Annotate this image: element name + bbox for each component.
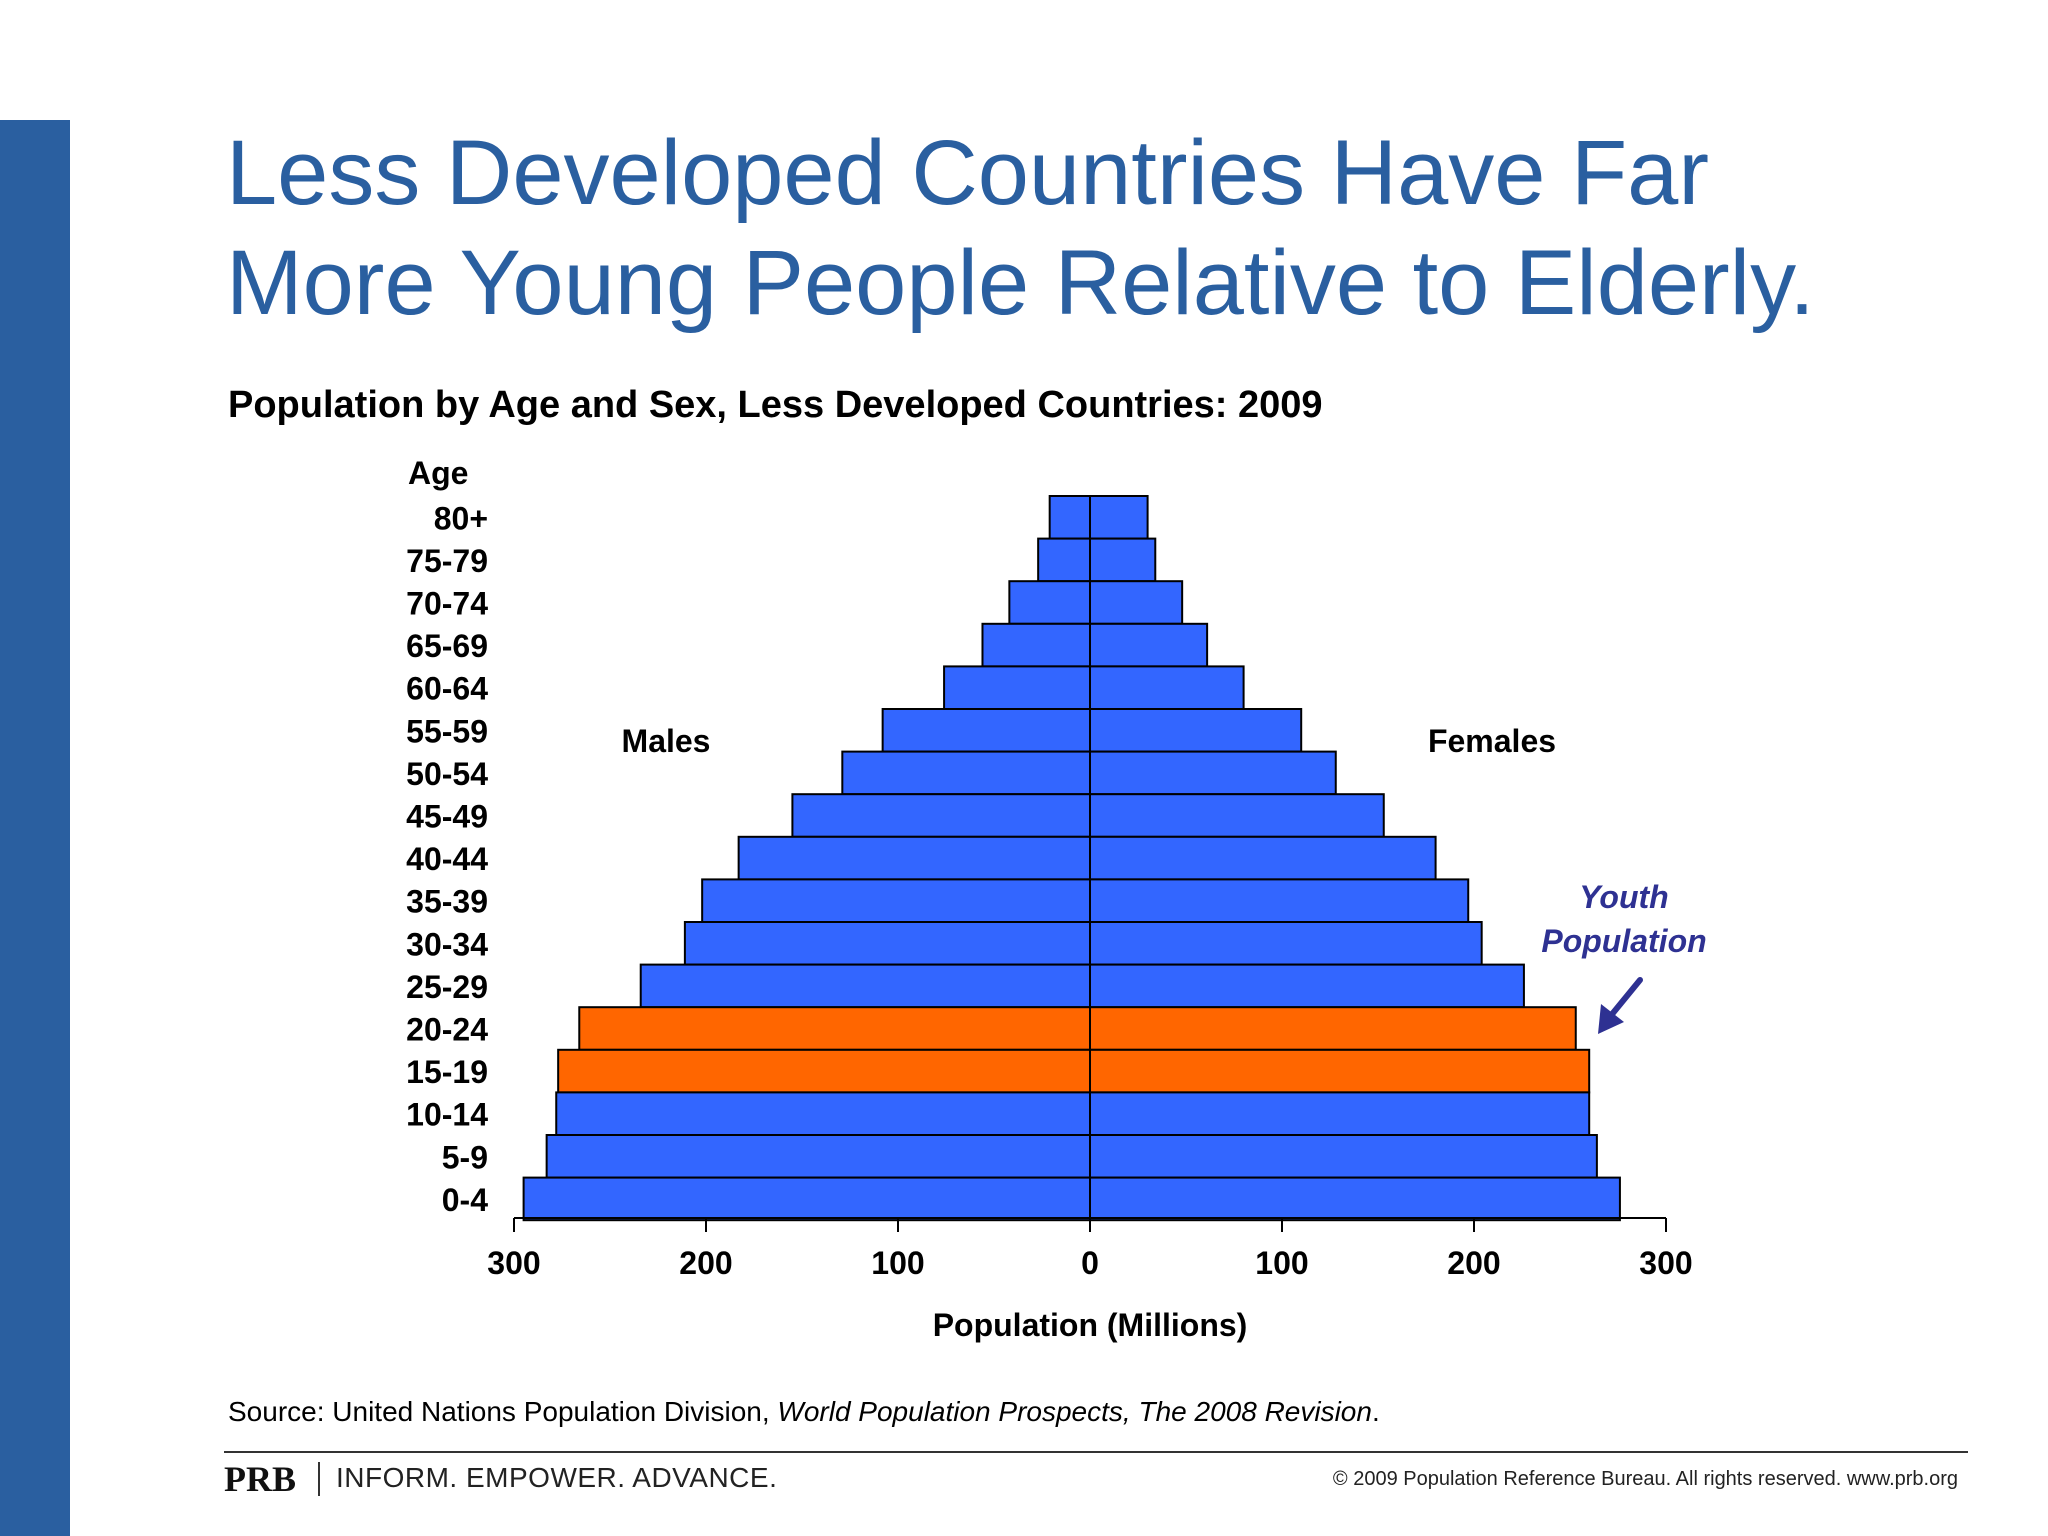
bar-male-50-54 [841,750,1091,796]
age-label-25-29: 25-29 [406,969,488,1005]
bar-male-15-19 [557,1048,1091,1094]
x-tick-label: 200 [1447,1245,1500,1281]
bar-male-60-64 [943,665,1092,711]
prb-logo: PRB [224,1459,296,1499]
source-suffix: . [1371,1396,1380,1427]
annotation-arrow-icon [1598,1004,1624,1034]
age-label-60-64: 60-64 [406,671,488,707]
side-accent-bar [0,120,70,1536]
age-label-45-49: 45-49 [406,799,488,835]
slide-title-line-1: Less Developed Countries Have Far [226,122,1709,224]
bar-male-10-14 [555,1091,1091,1137]
bar-male-30-34 [683,921,1091,966]
age-label-50-54: 50-54 [406,756,488,792]
bar-male-80-plus [1048,495,1092,540]
bar-female-10-14 [1089,1091,1591,1137]
x-tick-label: 300 [487,1245,540,1281]
bar-male-65-69 [981,622,1091,668]
age-label-75-79: 75-79 [406,543,488,579]
age-label-40-44: 40-44 [406,841,488,877]
bar-female-45-49 [1089,793,1385,838]
bar-male-40-44 [737,835,1091,881]
age-label-10-14: 10-14 [406,1097,488,1133]
x-tick-label: 100 [1255,1245,1308,1281]
x-tick-label: 300 [1639,1245,1692,1281]
age-label-5-9: 5-9 [442,1139,488,1175]
bar-female-20-24 [1089,1006,1577,1051]
source-prefix: Source: United Nations Population Divisi… [228,1396,778,1427]
bar-female-5-9 [1089,1134,1598,1179]
footer-divider [224,1451,1968,1453]
bar-male-75-79 [1037,537,1092,583]
bar-male-20-24 [578,1006,1092,1051]
age-label-20-24: 20-24 [406,1012,488,1048]
slide-title-line-2: More Young People Relative to Elderly. [226,232,1815,334]
bar-female-0-4 [1089,1176,1621,1222]
age-label-30-34: 30-34 [406,926,488,962]
bar-male-55-59 [881,708,1092,753]
bar-female-55-59 [1089,708,1303,753]
bar-male-35-39 [701,878,1091,924]
x-tick-label: 0 [1081,1245,1099,1281]
bar-female-60-64 [1089,665,1245,711]
source-note: Source: United Nations Population Divisi… [228,1396,1380,1428]
bar-female-70-74 [1089,580,1184,625]
bar-female-65-69 [1089,622,1209,668]
bar-male-45-49 [791,793,1092,838]
bar-male-5-9 [545,1134,1091,1179]
logo-separator [318,1462,320,1496]
age-label-80-plus: 80+ [434,500,488,536]
chart-title: Population by Age and Sex, Less Develope… [228,384,1323,426]
bar-female-50-54 [1089,750,1337,796]
bar-female-15-19 [1089,1048,1591,1094]
age-label-55-59: 55-59 [406,713,488,749]
bar-female-80-plus [1089,495,1149,540]
x-tick-label: 100 [871,1245,924,1281]
annotation-youth-line1: Youth [1579,879,1668,915]
age-label-0-4: 0-4 [442,1182,488,1218]
bar-female-75-79 [1089,537,1157,583]
bar-female-35-39 [1089,878,1470,924]
age-label-65-69: 65-69 [406,628,488,664]
bar-male-70-74 [1008,580,1091,625]
copyright-notice: © 2009 Population Reference Bureau. All … [1332,1468,1958,1490]
age-label-70-74: 70-74 [406,586,488,622]
annotation-youth-line2: Population [1541,923,1706,959]
age-label-15-19: 15-19 [406,1054,488,1090]
x-tick-label: 200 [679,1245,732,1281]
bar-male-25-29 [639,963,1091,1009]
y-axis-title: Age [408,455,468,491]
bar-female-30-34 [1089,921,1483,966]
slide-title: Less Developed Countries Have Far More Y… [226,118,2006,338]
age-label-35-39: 35-39 [406,884,488,920]
series-label-males: Males [622,723,711,759]
series-label-females: Females [1428,723,1556,759]
bar-female-25-29 [1089,963,1525,1009]
tagline: INFORM. EMPOWER. ADVANCE. [336,1462,778,1493]
source-title: World Population Prospects, The 2008 Rev… [777,1396,1372,1427]
bar-male-0-4 [522,1176,1091,1222]
bar-female-40-44 [1089,835,1437,881]
x-axis-title: Population (Millions) [933,1307,1248,1343]
